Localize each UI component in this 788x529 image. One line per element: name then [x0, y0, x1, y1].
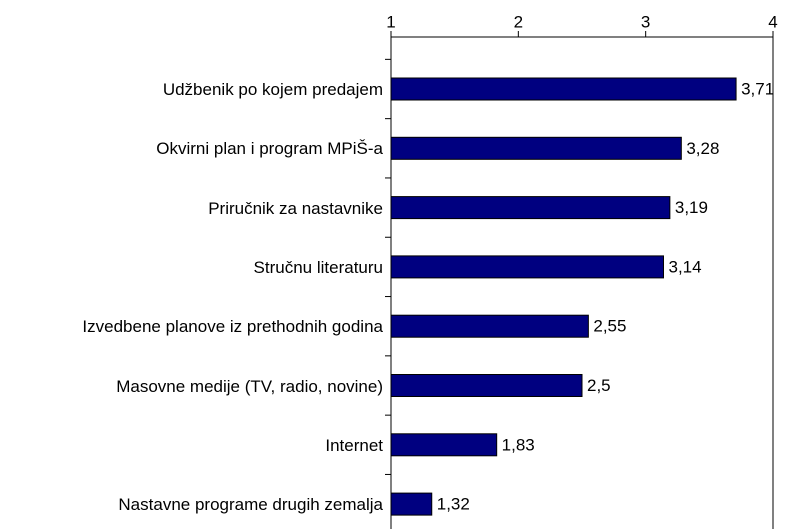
bar	[390, 374, 583, 397]
value-label: 2,55	[593, 317, 626, 336]
value-label: 3,71	[741, 79, 774, 98]
bar	[390, 433, 498, 457]
x-tick-label: 1	[386, 12, 395, 31]
value-label: 1,83	[502, 435, 535, 454]
category-label: Izvedbene planove iz prethodnih godina	[0, 316, 383, 338]
bar	[390, 196, 671, 220]
category-text: Udžbenik po kojem predajem	[162, 80, 383, 99]
category-text: Okvirni plan i program MPiŠ-a	[156, 139, 383, 159]
value-label: 1,32	[437, 495, 470, 514]
x-tick-label: 2	[514, 12, 523, 31]
category-label: Nastavne programe drugih zemalja	[0, 494, 383, 516]
category-text: Nastavne programe drugih zemalja	[118, 495, 383, 515]
bar	[390, 255, 664, 279]
category-text: Internet	[325, 435, 383, 455]
category-text: Masovne medije (TV, radio, novine)	[116, 376, 383, 396]
category-text: Izvedbene planove iz prethodnih godina	[82, 317, 383, 337]
category-label: Udžbenik po kojem predajem	[0, 79, 383, 101]
category-text: Priručnik za nastavnike	[208, 198, 383, 218]
value-label: 3,19	[675, 198, 708, 217]
bar	[390, 492, 433, 516]
category-label: Priručnik za nastavnike	[0, 198, 383, 220]
bar	[390, 136, 682, 160]
value-label: 3,14	[668, 257, 701, 276]
x-tick-label: 4	[768, 12, 777, 31]
category-label: Stručnu literaturu	[0, 257, 383, 279]
category-label: Internet	[0, 435, 383, 457]
category-label: Masovne medije (TV, radio, novine)	[0, 376, 383, 398]
x-tick-label: 3	[641, 12, 650, 31]
category-text: Stručnu literaturu	[253, 257, 383, 277]
value-label: 2,5	[587, 376, 611, 395]
bar	[390, 314, 589, 338]
value-label: 3,28	[686, 139, 719, 158]
bar	[390, 77, 737, 101]
category-label: Okvirni plan i program MPiŠ-a	[0, 138, 383, 160]
